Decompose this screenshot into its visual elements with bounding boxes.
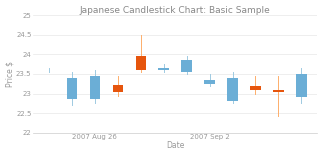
Bar — [113, 85, 123, 92]
Bar — [250, 86, 261, 90]
X-axis label: Date: Date — [166, 141, 184, 150]
Bar — [296, 74, 307, 98]
Bar — [273, 90, 284, 92]
Bar — [227, 78, 238, 101]
Bar — [67, 78, 77, 99]
Y-axis label: Price $: Price $ — [5, 61, 15, 87]
Bar — [90, 76, 100, 99]
Title: Japanese Candlestick Chart: Basic Sample: Japanese Candlestick Chart: Basic Sample — [80, 6, 271, 15]
Bar — [136, 56, 146, 70]
Bar — [204, 80, 215, 84]
Bar — [159, 68, 169, 70]
Bar — [182, 60, 192, 72]
